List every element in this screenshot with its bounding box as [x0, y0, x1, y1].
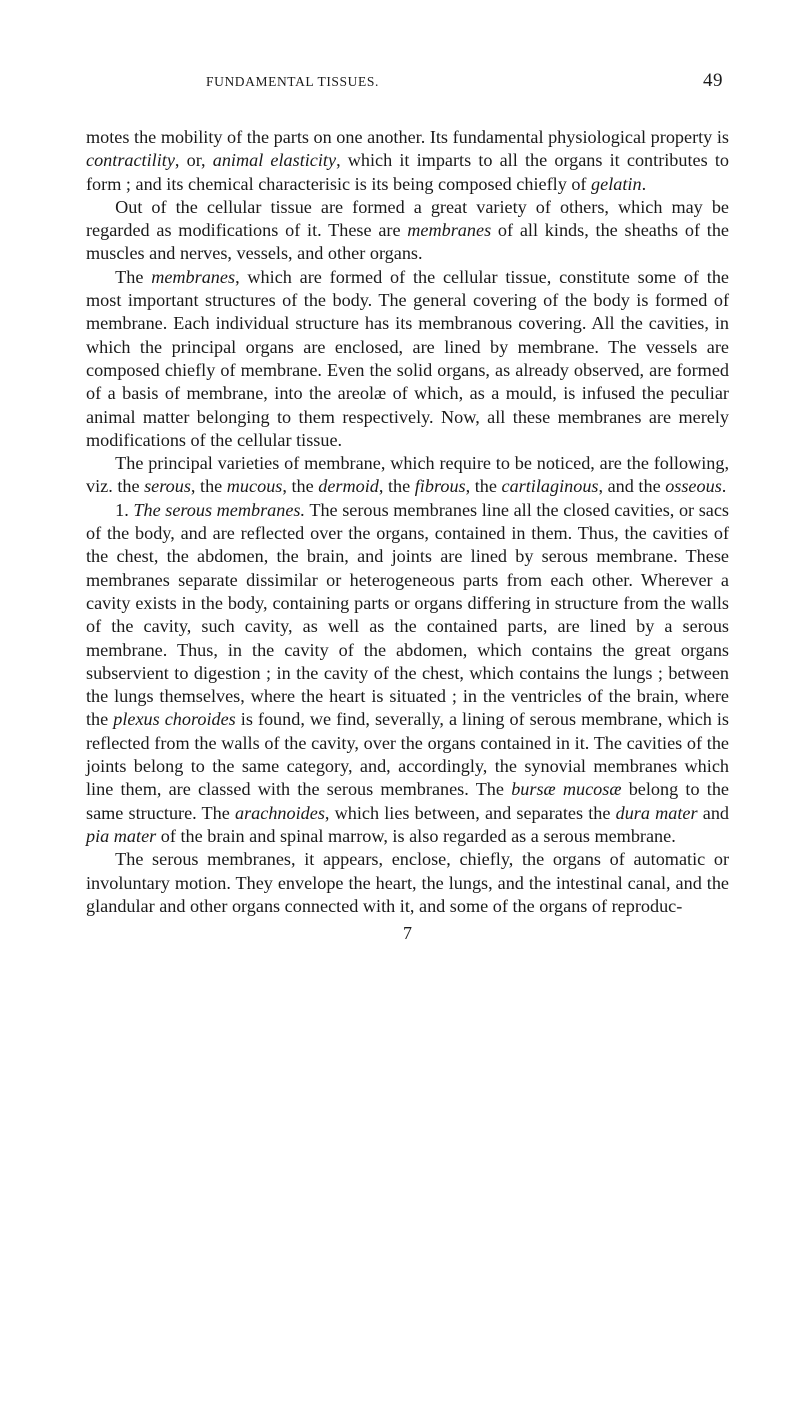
- paragraph-2: Out of the cellular tissue are formed a …: [86, 196, 729, 266]
- paragraph-6: The serous membranes, it appears, enclos…: [86, 848, 729, 918]
- running-head: FUNDAMENTAL TISSUES.: [206, 74, 379, 90]
- page-header: FUNDAMENTAL TISSUES. 49: [86, 70, 729, 92]
- paragraph-5: 1. The serous membranes. The serous memb…: [86, 499, 729, 848]
- signature-mark: 7: [86, 922, 729, 945]
- page-number: 49: [703, 70, 723, 92]
- body-text: motes the mobility of the parts on one a…: [86, 126, 729, 945]
- page: FUNDAMENTAL TISSUES. 49 motes the mobili…: [0, 0, 801, 1410]
- paragraph-3: The membranes, which are formed of the c…: [86, 266, 729, 452]
- paragraph-1: motes the mobility of the parts on one a…: [86, 126, 729, 196]
- paragraph-4: The principal varieties of membrane, whi…: [86, 452, 729, 499]
